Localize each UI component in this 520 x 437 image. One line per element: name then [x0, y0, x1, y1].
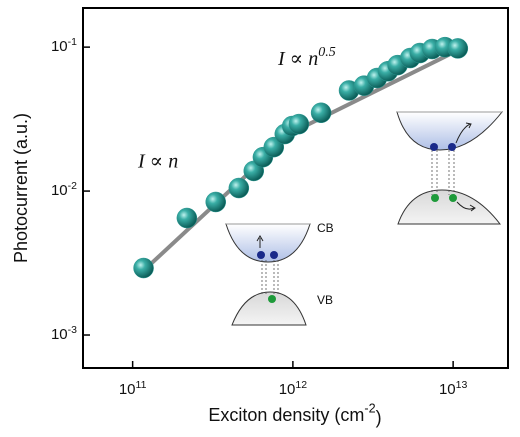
point	[205, 191, 226, 213]
inset-diagram	[396, 111, 504, 225]
band-label: CB	[317, 221, 334, 235]
y-tick-label: 10-2	[51, 180, 77, 199]
point	[447, 38, 469, 59]
inset-diagram: CB VB	[225, 221, 334, 326]
y-axis-label: Photocurrent (a.u.)	[11, 113, 31, 263]
point	[176, 207, 198, 229]
x-tick-label: 1011	[119, 379, 147, 398]
axes-frame	[82, 7, 509, 369]
x-tick-label: 1012	[279, 379, 308, 398]
x-axis-label: Exciton density (cm-2)	[208, 402, 381, 427]
y-tick-label: 10-3	[51, 324, 77, 343]
point	[288, 113, 310, 135]
point	[228, 177, 250, 199]
band-label: VB	[317, 293, 333, 307]
point	[310, 102, 332, 124]
x-tick-label: 1013	[439, 379, 468, 398]
y-tick-label: 10-1	[51, 36, 77, 55]
annotation: I ∝ n	[137, 151, 178, 173]
annotation: I ∝ n0.5	[277, 45, 336, 69]
plot-area: 1011 1012 1013 10-3 10-2 10-1	[51, 7, 509, 398]
point	[133, 257, 154, 279]
